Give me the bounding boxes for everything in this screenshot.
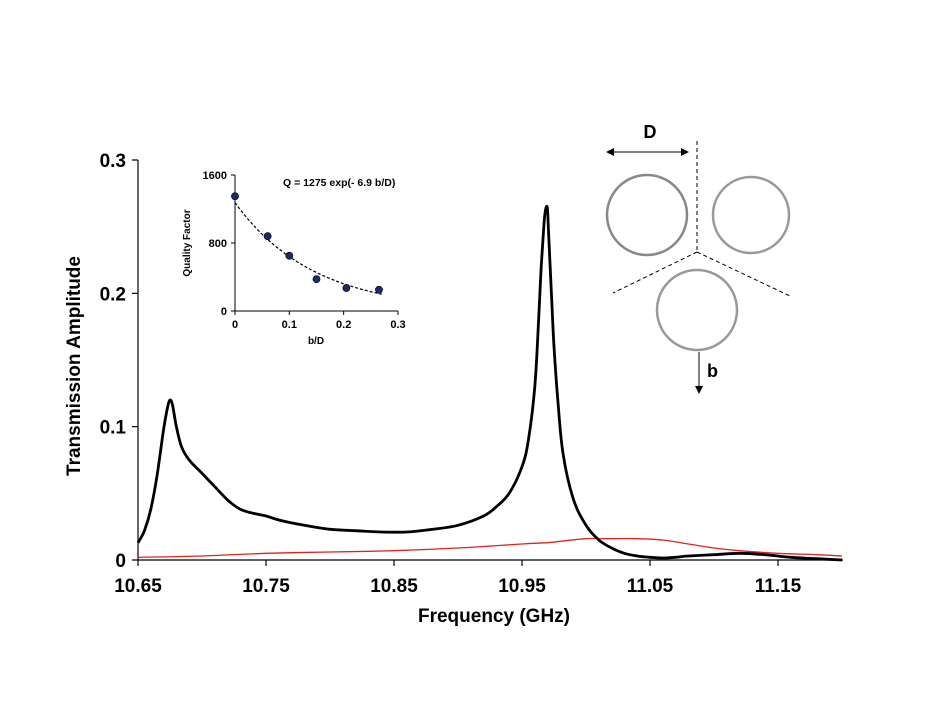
inset-data-point [231, 192, 239, 201]
inset-data-point [312, 275, 321, 284]
y-tick-label: 0 [115, 551, 126, 572]
left-symmetry-line [612, 251, 698, 294]
bottom-rod-circle [655, 268, 739, 352]
inset-x-axis-title: b/D [308, 336, 324, 347]
series-line-red [137, 537, 843, 558]
series-group [136, 204, 843, 562]
inset-plot: 0 800 1600 0 0.1 0.2 0.3 Q = 1275 exp(- 6.9 b/… [182, 170, 406, 347]
inset-y-tick-label: 0 [221, 306, 227, 318]
inset-x-tick-label: 0.3 [390, 319, 405, 331]
x-tick-label: 10.95 [498, 576, 546, 597]
y-tick-label: 0.2 [100, 284, 126, 305]
diameter-label: D [644, 122, 657, 142]
inset-fit-curve [234, 202, 382, 295]
inset-data-point [375, 285, 383, 294]
resonator-schematic: D b [605, 122, 791, 394]
right-rod-circle [711, 175, 791, 255]
left-rod-circle [605, 173, 689, 257]
series-line-black [136, 204, 843, 562]
inset-y-tick-label: 1600 [203, 170, 227, 182]
inset-points [231, 192, 383, 294]
inset-x-tick-label: 0.1 [282, 319, 297, 331]
y-ticks: 0 0.1 0.2 0.3 [100, 151, 138, 572]
main-axes: 0 0.1 0.2 0.3 10.65 10.75 10.85 10.95 11.05 11.1… [100, 151, 843, 597]
right-symmetry-line [696, 251, 791, 297]
inset-y-axis-title: Quality Factor [182, 209, 193, 276]
x-tick-label: 10.65 [114, 576, 162, 597]
inset-x-tick-label: 0.2 [336, 319, 351, 331]
x-ticks: 10.65 10.75 10.85 10.95 11.05 11.15 [114, 560, 802, 597]
inset-data-point [263, 232, 272, 241]
inset-data-point [342, 284, 351, 292]
x-tick-label: 10.75 [242, 576, 290, 597]
y-axis-title: Transmission Amplitude [64, 256, 85, 476]
inset-data-point [285, 251, 294, 260]
inset-annotation: Q = 1275 exp(- 6.9 b/D) [283, 177, 395, 189]
x-axis-title: Frequency (GHz) [418, 606, 570, 627]
offset-label: b [707, 361, 718, 381]
y-tick-label: 0.1 [100, 418, 127, 439]
inset-ticks: 0 800 1600 0 0.1 0.2 0.3 [203, 170, 406, 331]
y-tick-label: 0.3 [100, 151, 126, 172]
x-tick-label: 11.15 [755, 576, 802, 597]
x-tick-label: 11.05 [627, 576, 674, 597]
inset-y-tick-label: 800 [209, 238, 227, 250]
x-tick-label: 10.85 [370, 576, 418, 597]
inset-x-tick-label: 0 [232, 319, 238, 331]
